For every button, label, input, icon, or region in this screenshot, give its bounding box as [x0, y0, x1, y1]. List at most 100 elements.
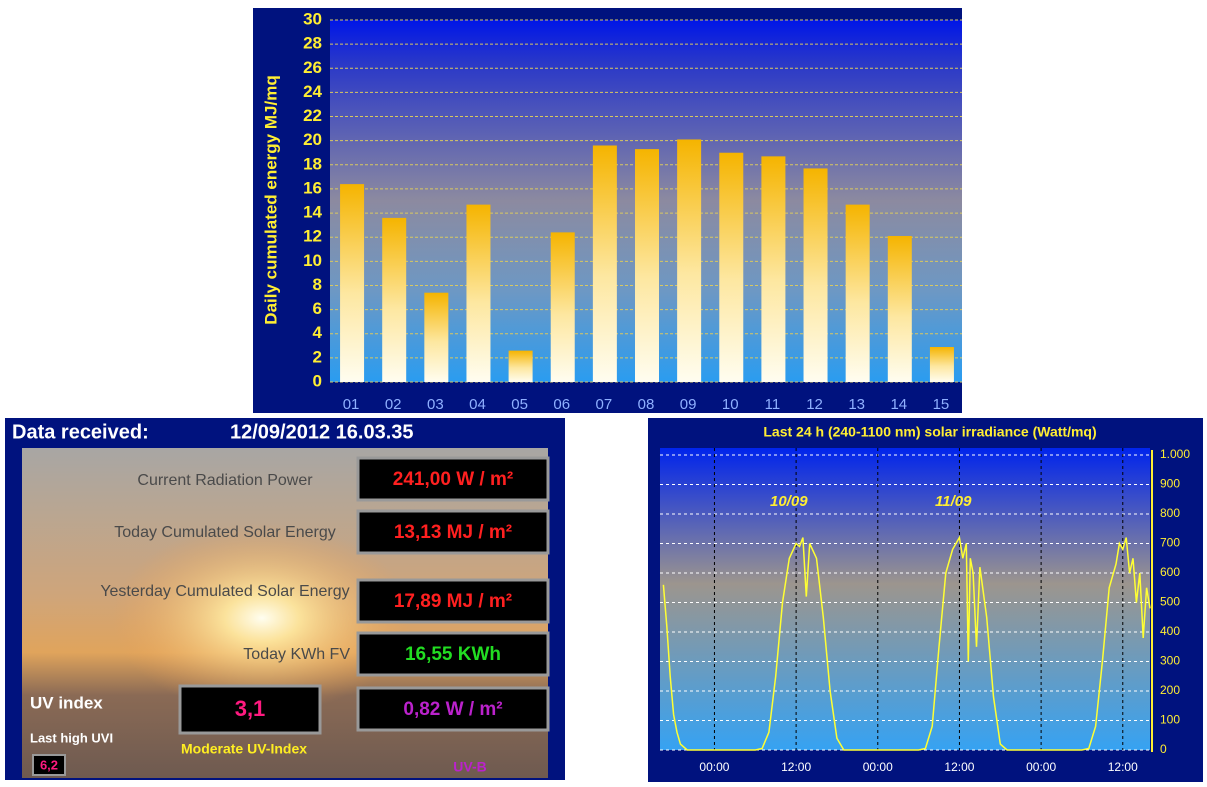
- date-annotation: 10/09: [770, 493, 808, 510]
- x-tick-label: 04: [469, 396, 486, 413]
- x-tick-label: 10: [722, 396, 739, 413]
- x-tick-label: 02: [385, 396, 402, 413]
- today-energy-value: 13,13 MJ / m²: [394, 522, 512, 543]
- x-tick-label: 11: [765, 396, 781, 413]
- y-tick-label: 30: [303, 9, 322, 28]
- kwh-value: 16,55 KWh: [405, 644, 501, 665]
- bar: [761, 156, 786, 382]
- label-box: Yesterday Cumulated Solar Energy: [100, 583, 350, 600]
- chart-title: Last 24 h (240-1100 nm) solar irradiance…: [763, 424, 1096, 440]
- y-tick-label: 500: [1160, 595, 1180, 609]
- value-box: [356, 686, 550, 732]
- x-tick-label: 00:00: [699, 760, 729, 774]
- y-tick-label: 8: [313, 275, 322, 294]
- yesterday-energy-value: 17,89 MJ / m²: [394, 591, 512, 612]
- bar: [340, 184, 365, 382]
- last-high-value: 6,2: [40, 757, 58, 772]
- row-label: Today Cumulated Solar Energy: [114, 524, 336, 541]
- value-box: [178, 684, 322, 735]
- y-tick-label: 2: [313, 347, 322, 366]
- x-tick-label: 13: [848, 396, 865, 413]
- x-tick-label: 15: [933, 396, 950, 413]
- timestamp: 12/09/2012 16.03.35: [230, 421, 414, 443]
- label-box: Today KWh FV: [243, 646, 350, 663]
- y-tick-label: 0: [1160, 742, 1167, 756]
- row-label: Today KWh FV: [243, 646, 350, 663]
- y-tick-label: 14: [303, 203, 322, 222]
- y-tick-label: 26: [303, 58, 322, 77]
- x-tick-label: 12:00: [1108, 760, 1138, 774]
- uv-index-value: 3,1: [235, 696, 266, 721]
- uv-index-label: UV index: [30, 693, 103, 712]
- bar: [929, 347, 954, 382]
- y-tick-label: 1.000: [1160, 447, 1190, 461]
- y-tick-label: 600: [1160, 565, 1180, 579]
- radiation-value: 241,00 W / m²: [393, 469, 513, 490]
- y-tick-label: 700: [1160, 536, 1180, 550]
- bar: [592, 145, 617, 382]
- x-tick-label: 01: [343, 396, 360, 413]
- y-tick-label: 6: [313, 299, 322, 318]
- y-tick-label: 800: [1160, 506, 1180, 520]
- y-tick-label: 100: [1160, 713, 1180, 727]
- x-tick-label: 14: [890, 396, 907, 413]
- x-tick-label: 00:00: [863, 760, 893, 774]
- y-tick-label: 18: [303, 154, 322, 173]
- y-tick-label: 16: [303, 178, 322, 197]
- uvb-label: UV-B: [453, 759, 486, 775]
- bar: [424, 292, 449, 382]
- value-box: [32, 754, 66, 776]
- y-tick-label: 22: [303, 106, 322, 125]
- row-label: Yesterday Cumulated Solar Energy: [100, 583, 350, 600]
- x-tick-label: 12:00: [944, 760, 974, 774]
- uv-category: Moderate UV-Index: [181, 741, 307, 757]
- x-tick-label: 12:00: [781, 760, 811, 774]
- x-tick-label: 08: [638, 396, 655, 413]
- bar: [382, 217, 407, 382]
- value-boxes: [32, 456, 550, 776]
- bar: [677, 139, 702, 382]
- bar: [719, 152, 744, 382]
- last-high-label: Last high UVI: [30, 730, 113, 745]
- x-tick-label: 00:00: [1026, 760, 1056, 774]
- x-tick-label: 06: [553, 396, 570, 413]
- y-tick-label: 200: [1160, 683, 1180, 697]
- x-tick-label: 12: [806, 396, 823, 413]
- bar: [887, 235, 912, 382]
- value-box: [356, 509, 550, 555]
- label-box: Today Cumulated Solar Energy: [114, 524, 336, 541]
- date-annotation: 11/09: [935, 493, 972, 510]
- x-tick-label: 07: [596, 396, 613, 413]
- y-tick-label: 10: [303, 251, 322, 270]
- value-box: [356, 578, 550, 624]
- x-tick-label: 05: [511, 396, 528, 413]
- row-label: Current Radiation Power: [137, 472, 313, 489]
- bar: [803, 168, 828, 382]
- bar: [466, 204, 491, 382]
- sun-glow: [112, 523, 412, 713]
- panel-title: Data received:: [12, 421, 149, 443]
- y-tick-label: 300: [1160, 654, 1180, 668]
- y-axis-title: Daily cumulated energy MJ/mq: [261, 75, 280, 324]
- y-tick-label: 28: [303, 34, 322, 53]
- plot-area: [660, 448, 1150, 750]
- uvb-value: 0,82 W / m²: [403, 699, 502, 720]
- label-box: Current Radiation Power: [137, 472, 313, 489]
- bar: [845, 204, 870, 382]
- bar: [635, 149, 659, 382]
- y-tick-label: 400: [1160, 624, 1180, 638]
- value-box: [356, 631, 550, 677]
- y-tick-label: 0: [313, 371, 322, 390]
- bar: [508, 350, 533, 382]
- y-tick-label: 12: [303, 227, 322, 246]
- irradiance-line: [662, 535, 1151, 751]
- x-tick-label: 03: [427, 396, 444, 413]
- y-tick-label: 24: [303, 82, 322, 101]
- y-tick-label: 900: [1160, 477, 1180, 491]
- value-box: [356, 456, 550, 502]
- x-tick-label: 09: [680, 396, 697, 413]
- y-tick-label: 20: [303, 130, 322, 149]
- y-tick-label: 4: [313, 323, 323, 342]
- bar: [550, 232, 575, 382]
